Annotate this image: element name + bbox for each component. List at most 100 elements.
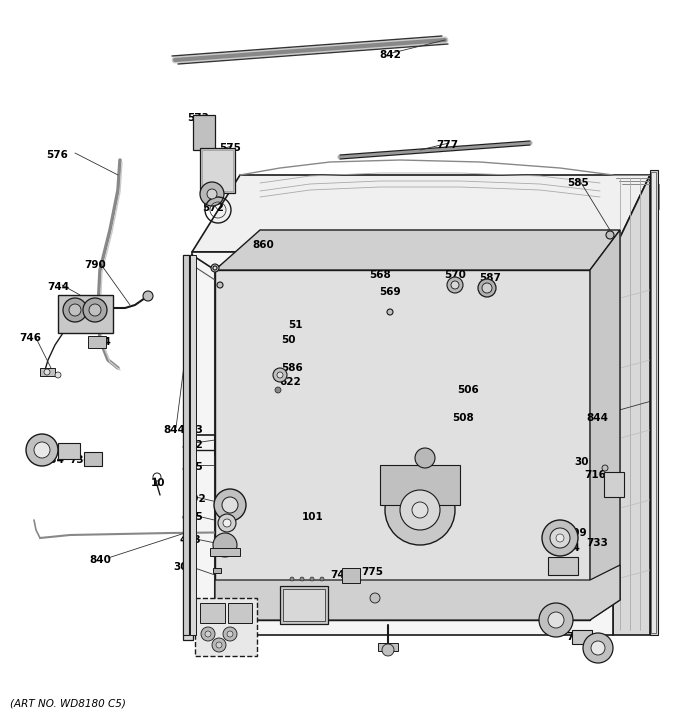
Circle shape bbox=[602, 465, 608, 471]
Bar bbox=[280, 586, 328, 624]
Text: 308: 308 bbox=[221, 640, 243, 650]
Bar bbox=[651, 172, 656, 633]
Circle shape bbox=[200, 182, 224, 206]
Circle shape bbox=[400, 490, 440, 530]
Circle shape bbox=[143, 291, 153, 301]
Bar bbox=[228, 603, 252, 623]
Text: 570: 570 bbox=[444, 270, 466, 280]
Text: 585: 585 bbox=[567, 178, 589, 188]
Bar bbox=[193, 115, 215, 150]
Circle shape bbox=[214, 489, 246, 521]
Text: 494: 494 bbox=[89, 337, 111, 347]
Text: 575: 575 bbox=[219, 143, 241, 153]
Text: 746: 746 bbox=[19, 333, 41, 343]
Circle shape bbox=[385, 475, 455, 545]
Circle shape bbox=[207, 189, 217, 199]
Polygon shape bbox=[215, 565, 620, 620]
Polygon shape bbox=[215, 230, 620, 270]
Circle shape bbox=[44, 369, 50, 375]
Bar bbox=[183, 255, 193, 640]
Circle shape bbox=[548, 612, 564, 628]
Circle shape bbox=[412, 502, 428, 518]
Circle shape bbox=[539, 603, 573, 637]
Circle shape bbox=[227, 631, 233, 637]
Text: 306: 306 bbox=[173, 562, 195, 572]
Circle shape bbox=[415, 448, 435, 468]
Text: 70: 70 bbox=[381, 643, 395, 653]
Circle shape bbox=[451, 281, 459, 289]
Circle shape bbox=[478, 279, 496, 297]
Text: 776: 776 bbox=[27, 440, 49, 450]
Bar bbox=[378, 643, 398, 651]
Text: 844: 844 bbox=[586, 413, 608, 423]
Text: 569: 569 bbox=[379, 287, 401, 297]
Bar bbox=[342, 568, 360, 583]
Text: 775: 775 bbox=[361, 567, 383, 577]
Bar bbox=[200, 603, 225, 623]
Text: 492: 492 bbox=[184, 494, 206, 504]
Bar bbox=[58, 295, 113, 333]
Circle shape bbox=[201, 627, 215, 641]
Bar bbox=[650, 170, 658, 635]
Text: 302: 302 bbox=[181, 440, 203, 450]
Bar bbox=[380, 465, 460, 505]
Polygon shape bbox=[192, 252, 613, 635]
Text: 776: 776 bbox=[588, 643, 610, 653]
Circle shape bbox=[606, 231, 614, 239]
Text: 844: 844 bbox=[163, 425, 185, 435]
Text: 735: 735 bbox=[550, 615, 572, 625]
Text: 744: 744 bbox=[47, 282, 69, 292]
Text: 586: 586 bbox=[281, 363, 303, 373]
Bar bbox=[183, 255, 189, 635]
Bar bbox=[202, 150, 233, 191]
Text: 573: 573 bbox=[187, 113, 209, 123]
Text: 572: 572 bbox=[202, 203, 224, 213]
Circle shape bbox=[69, 304, 81, 316]
Circle shape bbox=[275, 387, 281, 393]
Circle shape bbox=[447, 277, 463, 293]
Bar bbox=[195, 598, 257, 656]
Circle shape bbox=[89, 304, 101, 316]
Circle shape bbox=[290, 577, 294, 581]
Circle shape bbox=[320, 577, 324, 581]
Circle shape bbox=[300, 577, 304, 581]
Circle shape bbox=[273, 368, 287, 382]
Circle shape bbox=[55, 372, 61, 378]
Text: 840: 840 bbox=[89, 555, 111, 565]
Polygon shape bbox=[215, 270, 590, 620]
Polygon shape bbox=[613, 175, 650, 635]
Text: 493: 493 bbox=[179, 535, 201, 545]
Circle shape bbox=[277, 372, 283, 378]
Text: 733: 733 bbox=[586, 538, 608, 548]
Bar bbox=[572, 630, 592, 644]
Circle shape bbox=[556, 534, 564, 542]
Circle shape bbox=[205, 631, 211, 637]
Circle shape bbox=[222, 497, 238, 513]
Circle shape bbox=[550, 528, 570, 548]
Text: 734: 734 bbox=[42, 455, 64, 465]
Text: 843: 843 bbox=[181, 425, 203, 435]
Bar bbox=[190, 255, 196, 635]
Circle shape bbox=[63, 298, 87, 322]
Bar bbox=[604, 472, 624, 497]
Circle shape bbox=[211, 264, 219, 272]
Circle shape bbox=[482, 283, 492, 293]
Circle shape bbox=[223, 627, 237, 641]
Circle shape bbox=[213, 266, 217, 270]
Text: 587: 587 bbox=[479, 273, 501, 283]
Text: 576: 576 bbox=[46, 150, 68, 160]
Text: 622: 622 bbox=[279, 377, 301, 387]
Circle shape bbox=[387, 309, 393, 315]
Circle shape bbox=[216, 642, 222, 648]
Polygon shape bbox=[192, 175, 650, 252]
Text: 104: 104 bbox=[559, 543, 581, 553]
Bar bbox=[84, 452, 102, 466]
Polygon shape bbox=[590, 230, 620, 620]
Text: 790: 790 bbox=[84, 260, 106, 270]
Text: 735: 735 bbox=[69, 455, 91, 465]
Bar bbox=[548, 557, 578, 575]
Text: 508: 508 bbox=[452, 413, 474, 423]
Text: 716: 716 bbox=[584, 470, 606, 480]
Circle shape bbox=[26, 434, 58, 466]
Text: 743: 743 bbox=[292, 593, 314, 603]
